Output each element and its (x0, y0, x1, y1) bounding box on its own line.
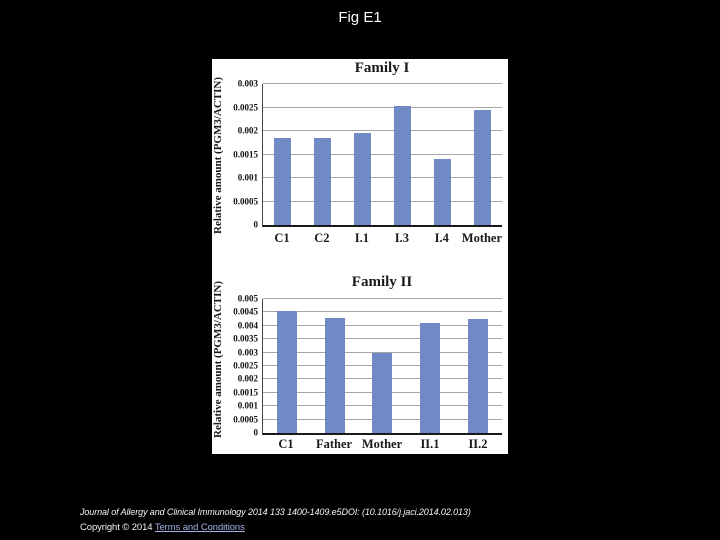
category-label: C1 (274, 231, 290, 245)
bars (263, 299, 502, 433)
y-tick-label: 0.002 (237, 125, 258, 136)
category-labels: C1 Father Mother II.1 II.2 (262, 437, 502, 452)
bar (276, 311, 297, 433)
category-label: C2 (314, 231, 330, 245)
bars (263, 84, 502, 225)
gridline (263, 324, 502, 326)
y-tick-label: 0.0005 (233, 196, 258, 206)
y-tick-label: 0.001 (237, 172, 258, 183)
gridline (263, 351, 502, 353)
chart-title: Family I (354, 60, 410, 76)
y-tick-label: 0.0045 (233, 306, 258, 317)
y-tick-label: 0 (253, 427, 259, 438)
gridline (263, 311, 502, 313)
journal-name: Journal of Allergy and Clinical Immunolo… (80, 507, 246, 517)
category-label: I.1 (354, 231, 369, 245)
y-axis-title: Relative amount (PGM3/ACTIN) (212, 280, 224, 438)
y-tick-label: 0.0015 (233, 149, 258, 159)
category-label: C1 (278, 437, 294, 451)
bar (324, 317, 345, 433)
bar (433, 159, 451, 225)
gridline (263, 153, 502, 155)
category-label: Mother (361, 437, 403, 451)
bar (314, 137, 332, 225)
category-label: Mother (461, 231, 503, 245)
y-tick-label: 0.005 (237, 293, 258, 304)
category-label: Father (315, 437, 353, 451)
y-tick-label: 0.003 (237, 78, 258, 89)
citation-line: Journal of Allergy and Clinical Immunolo… (80, 505, 471, 520)
y-tick-label: 0 (253, 219, 259, 230)
bar (420, 323, 441, 433)
category-label: I.3 (394, 231, 409, 245)
bar (354, 132, 372, 225)
gridline (263, 130, 502, 131)
gridline (263, 106, 502, 108)
copyright-line: Copyright © 2014 Terms and Conditions (80, 520, 471, 535)
y-tick-label: 0.0025 (233, 360, 258, 371)
figure-label: Fig E1 (338, 9, 382, 26)
y-tick-label: 0.004 (237, 320, 258, 331)
y-tick-label: 0.002 (237, 373, 258, 384)
y-tick-label: 0.001 (237, 400, 258, 411)
y-tick-label: 0.003 (237, 347, 258, 358)
bar (372, 352, 393, 433)
y-tick-label: 0.0015 (233, 387, 258, 398)
bar (393, 105, 411, 225)
y-tick-label: 0.0025 (233, 102, 258, 112)
gridline (263, 177, 502, 178)
category-label: II.1 (420, 437, 440, 451)
plot-area: 0 0.0005 0.001 0.0015 0.002 0.0025 0.003 0.0035… (233, 294, 502, 437)
category-label: II.2 (468, 437, 488, 451)
copyright-text: Copyright © 2014 (80, 522, 155, 533)
y-tick-label: 0.0035 (233, 333, 258, 344)
gridline (263, 338, 502, 340)
y-axis-title: Relative amount (PGM3/ACTIN) (212, 76, 224, 234)
terms-link[interactable]: Terms and Conditions (154, 522, 245, 533)
gridline (263, 83, 502, 84)
gridline (263, 200, 502, 202)
bar (468, 319, 489, 433)
plot-area: 0 0.0005 0.001 0.0015 0.002 0.0025 0.003 (233, 79, 502, 229)
y-tick-label: 0.0005 (233, 414, 258, 425)
chart-title: Family II (351, 274, 413, 290)
bar (473, 109, 491, 225)
citation-details: 2014 133 1400-1409.e5DOI: (10.1016/j.jac… (245, 507, 471, 517)
bar (274, 138, 292, 225)
gridline (263, 298, 502, 299)
category-label: I.4 (434, 231, 449, 245)
category-labels: C1 C2 I.1 I.3 I.4 Mother (262, 231, 502, 246)
chart-family-2: Family II Relative amount (PGM3/ACTIN) 0… (212, 268, 508, 454)
citation-footer: Journal of Allergy and Clinical Immunolo… (80, 505, 471, 535)
